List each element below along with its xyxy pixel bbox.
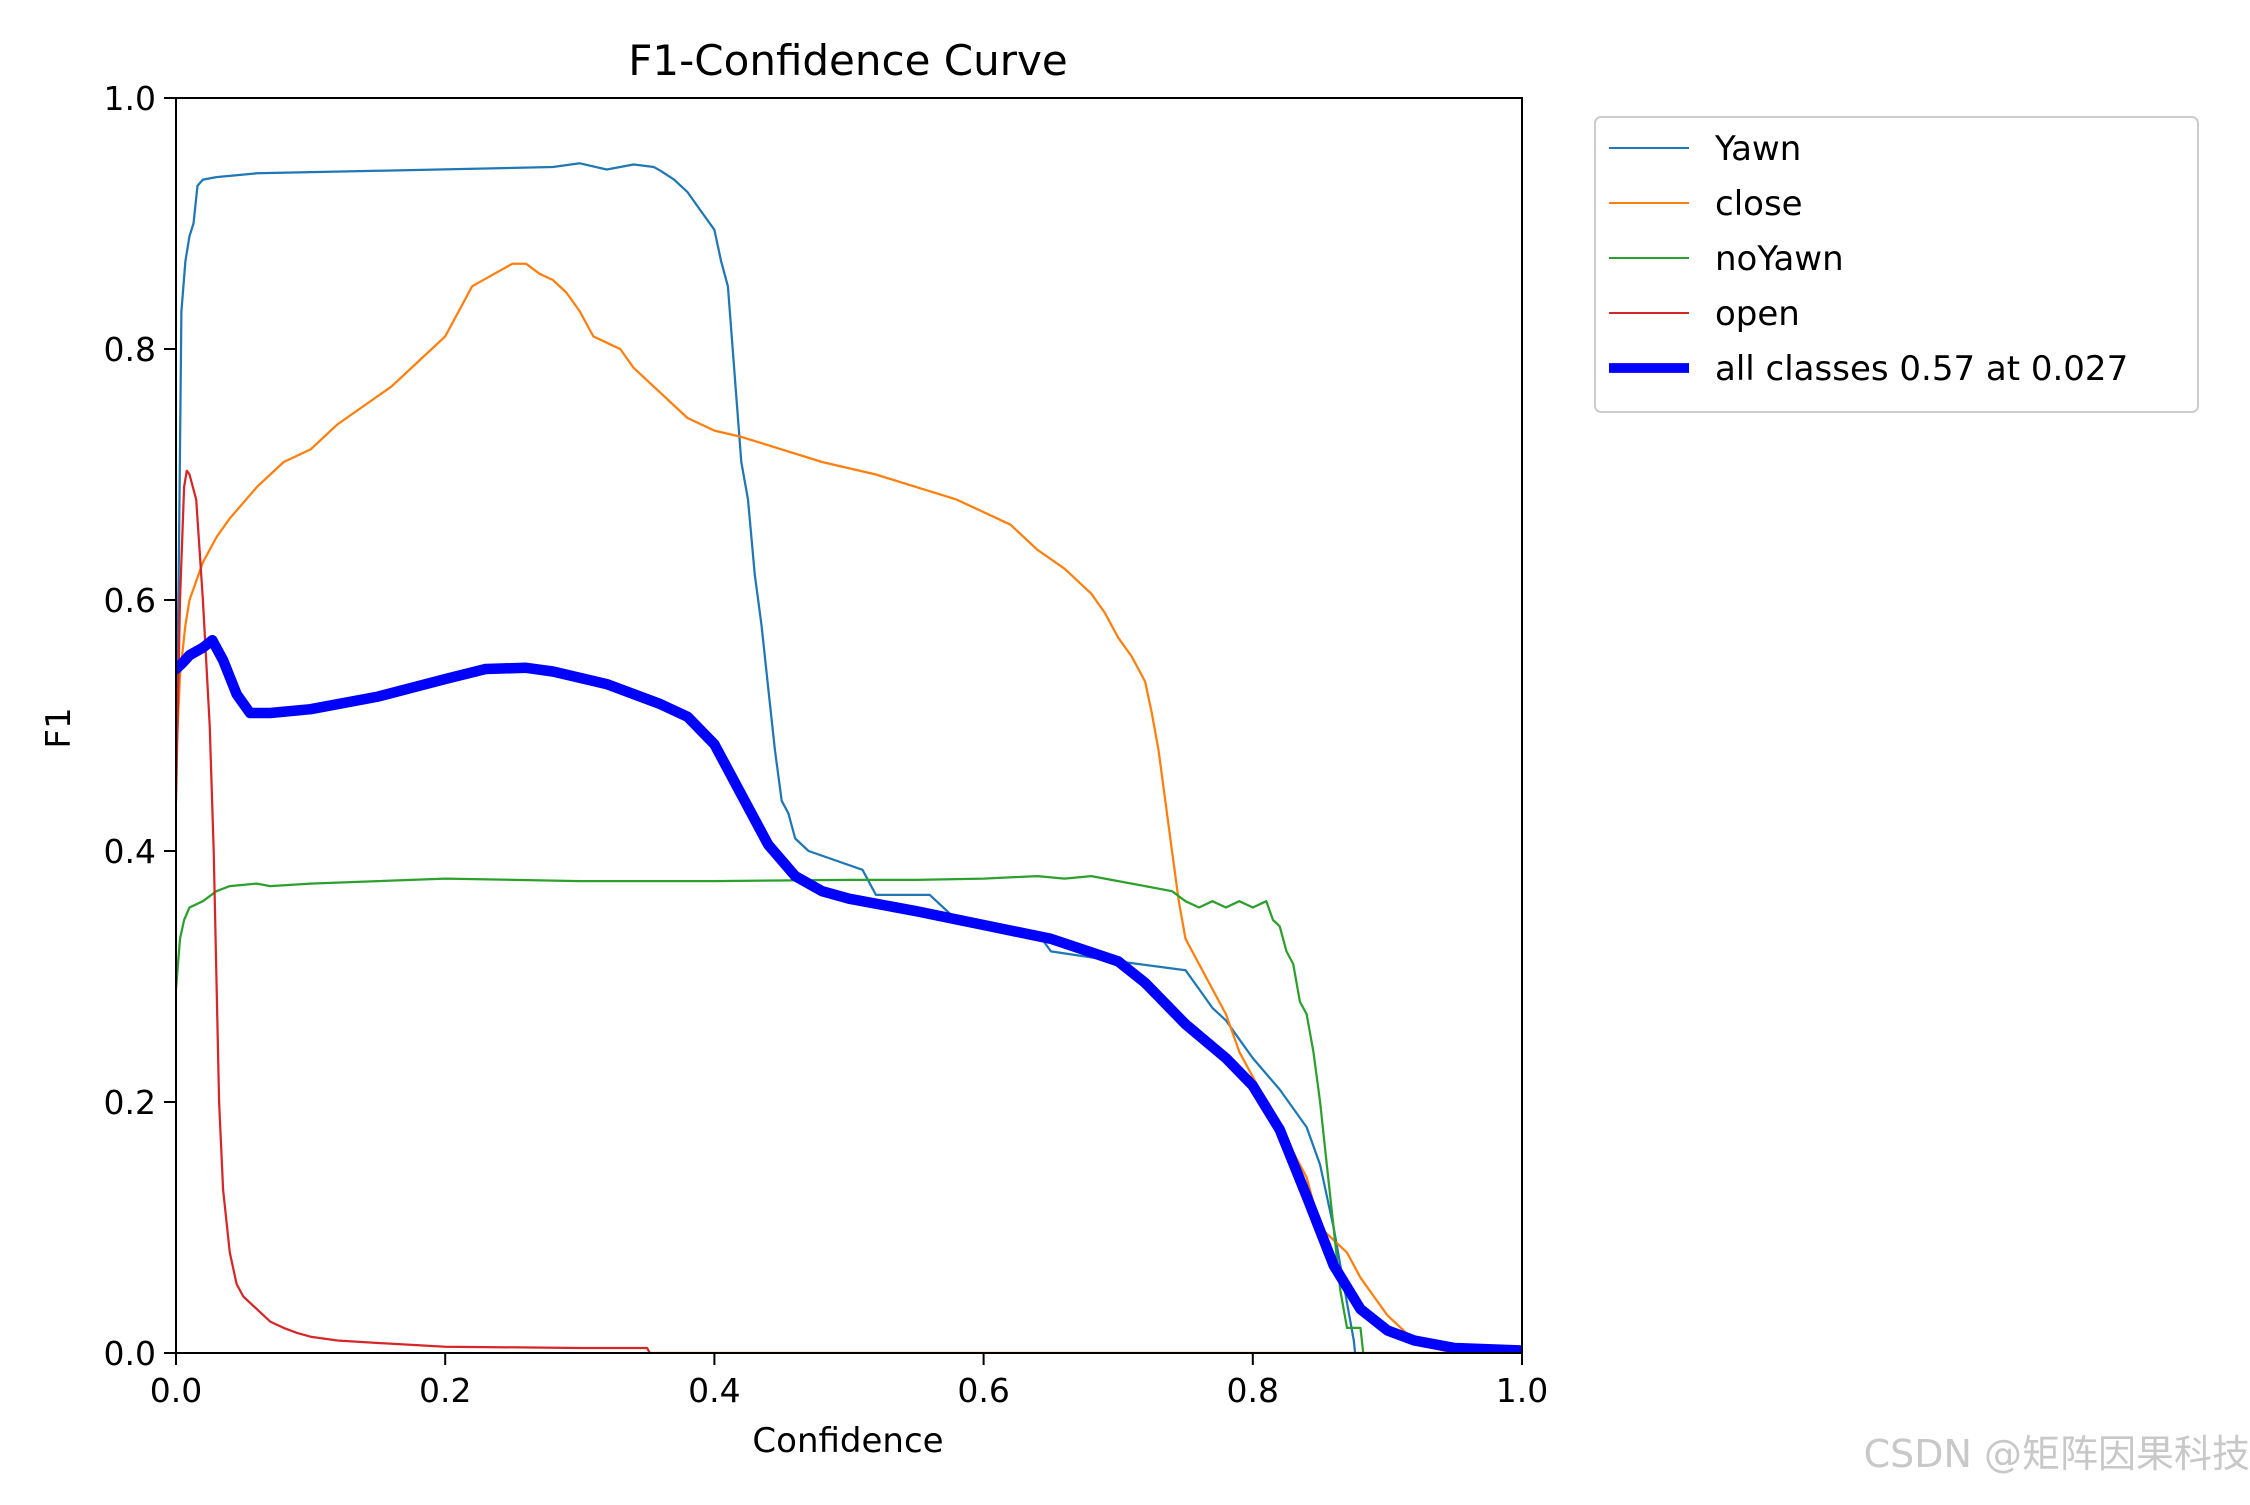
- series-line-noyawn: [176, 874, 1365, 1353]
- legend-box: [1594, 116, 2199, 413]
- y-tick-label: 0.8: [104, 330, 156, 369]
- series-line-open: [176, 469, 1522, 1353]
- y-tick-label: 0.0: [104, 1334, 156, 1373]
- x-tick-label: 0.6: [957, 1371, 1009, 1410]
- y-tick-label: 0.4: [104, 832, 156, 871]
- x-tick-label: 0.0: [150, 1371, 202, 1410]
- x-axis-label: Confidence: [752, 1421, 943, 1461]
- y-tick-label: 1.0: [104, 79, 156, 118]
- series-group: [176, 162, 1522, 1353]
- x-tick-label: 1.0: [1496, 1371, 1548, 1410]
- plot-frame: [175, 97, 1523, 1354]
- y-tick-label: 0.6: [104, 581, 156, 620]
- watermark: CSDN @矩阵因果科技: [1863, 1432, 2250, 1476]
- y-tick-label: 0.2: [104, 1083, 156, 1122]
- legend: Yawn close noYawn open all classes 0.57 at 0…: [1594, 116, 2199, 413]
- legend-label: close: [1715, 184, 1803, 224]
- legend-label: all classes 0.57 at 0.027: [1715, 349, 2128, 389]
- series-line-all: [176, 634, 1522, 1353]
- legend-label: Yawn: [1714, 129, 1801, 169]
- legend-label: open: [1715, 294, 1800, 334]
- legend-label: noYawn: [1715, 239, 1844, 279]
- x-tick-label: 0.4: [688, 1371, 740, 1410]
- plot-area: 0.0 0.2 0.4 0.6 0.8 1.0 0.0 0.2 0.4 0.6 0.8 1.0: [104, 79, 1549, 1410]
- x-tick-label: 0.8: [1227, 1371, 1279, 1410]
- x-tick-label: 0.2: [419, 1371, 471, 1410]
- y-axis-label: F1: [39, 707, 79, 748]
- chart-title: F1-Confidence Curve: [628, 36, 1067, 85]
- series-line-yawn: [176, 162, 1357, 1353]
- series-line-close: [176, 262, 1522, 1353]
